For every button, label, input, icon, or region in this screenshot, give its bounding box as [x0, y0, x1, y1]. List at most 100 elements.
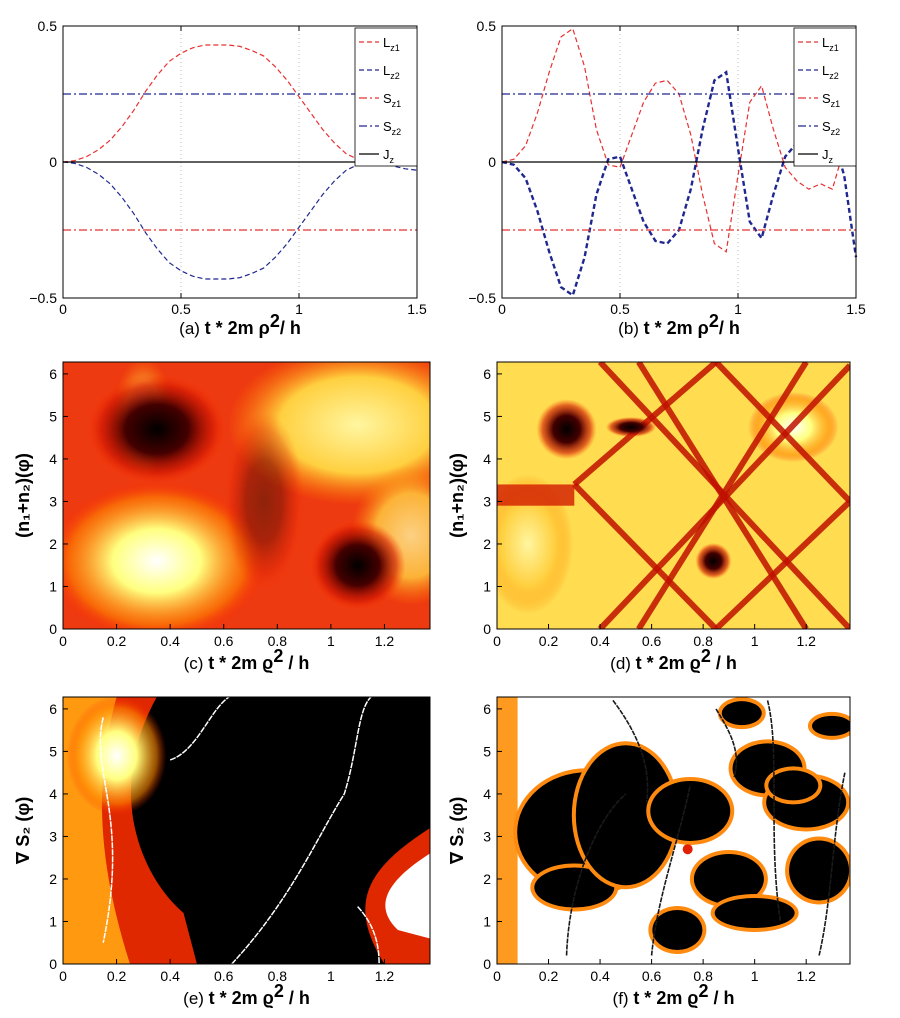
y-tick-label: 1 [483, 913, 491, 929]
phase-line [231, 697, 372, 964]
x-tick-label: 0.5 [610, 301, 630, 317]
y-tick-label: 6 [483, 701, 491, 717]
y-axis-label-c: (n₁+n₂)(φ) [13, 453, 33, 538]
heat-ridge [713, 499, 850, 629]
heat-blob [66, 697, 167, 816]
y-tick-label: 5 [49, 408, 57, 424]
x-axis-caption-d: (d) t * 2m ϱ2 / h [610, 646, 737, 673]
heat-blob [309, 520, 406, 611]
y-tick-label: 3 [483, 828, 491, 844]
phase-line [565, 793, 627, 956]
y-tick-label: 0.5 [477, 18, 497, 34]
heat-blob [497, 473, 573, 614]
x-tick-label: 0.6 [642, 633, 662, 649]
phase-line [169, 697, 230, 761]
y-tick-label: 1 [49, 578, 57, 594]
x-axis-caption-f: (f) t * 2m ϱ2 / h [613, 981, 735, 1008]
heat-blob [605, 417, 656, 438]
y-axis-label-e: ∇ S₂ (φ) [13, 797, 33, 864]
heatmap-e [63, 697, 430, 964]
axes-frame-d [496, 361, 851, 630]
x-tick-label: 0.6 [214, 968, 234, 984]
heatmap-c [63, 362, 430, 629]
phase-line [818, 772, 846, 956]
x-tick-label: 1.2 [796, 633, 816, 649]
heat-blob [536, 399, 597, 460]
x-tick-label: 0.2 [539, 633, 559, 649]
x-tick-label: 0.6 [642, 968, 662, 984]
x-tick-label: 0.8 [268, 968, 288, 984]
heat-blob [575, 745, 676, 886]
heat-blob [223, 411, 304, 592]
x-tick-label: 0.4 [160, 968, 180, 984]
legend-entry-lz2: Lz2 [383, 63, 400, 81]
legend-entry-lz1: Lz1 [822, 35, 839, 53]
y-tick-label: 2 [483, 871, 491, 887]
legend-box-b [793, 27, 857, 167]
heat-blob [86, 374, 227, 485]
heatmap-f [497, 697, 850, 964]
axes-frame-e [62, 696, 431, 965]
x-tick-label: 1.2 [796, 968, 816, 984]
y-tick-label: 6 [49, 366, 57, 382]
legend-entry-sz1: Sz1 [383, 91, 401, 109]
phase-line [650, 785, 692, 956]
legend-entry-sz2: Sz2 [822, 119, 840, 137]
x-tick-label: 0.4 [160, 633, 180, 649]
heat-blob [721, 701, 762, 726]
heat-blob [714, 897, 795, 928]
heat-blob [534, 867, 615, 908]
y-tick-label: 0 [488, 154, 496, 170]
y-tick-label: −0.5 [29, 290, 57, 306]
x-tick-label: 1.5 [407, 301, 427, 317]
heat-blob [650, 780, 731, 841]
axes-frame-f [496, 696, 851, 965]
phase-line [612, 699, 649, 803]
y-tick-label: 1 [483, 578, 491, 594]
heat-blob [768, 770, 819, 801]
y-tick-label: 3 [49, 828, 57, 844]
x-tick-label: 0.2 [107, 633, 127, 649]
heatmap-d [497, 362, 850, 629]
y-tick-label: 3 [483, 493, 491, 509]
heat-blob [652, 909, 703, 950]
x-tick-label: 0.6 [214, 633, 234, 649]
legend-box-a [354, 27, 418, 167]
y-tick-label: 1 [49, 913, 57, 929]
heat-blob [682, 844, 693, 855]
legend-entry-jz: Jz [822, 147, 834, 165]
y-tick-label: 2 [483, 536, 491, 552]
y-tick-label: 0 [483, 621, 491, 637]
heat-blob [693, 853, 764, 904]
heat-ridge [636, 362, 809, 629]
y-tick-label: 4 [483, 451, 491, 467]
x-tick-label: 1.2 [375, 968, 395, 984]
heat-blob [695, 542, 732, 579]
x-tick-label: 1 [751, 633, 759, 649]
x-tick-label: 0 [498, 301, 506, 317]
y-tick-label: 3 [49, 493, 57, 509]
legend-entry-jz: Jz [383, 147, 395, 165]
x-tick-label: 0.8 [693, 968, 713, 984]
x-tick-label: 1 [295, 301, 303, 317]
heat-blob [63, 480, 267, 629]
x-tick-label: 0.5 [171, 301, 191, 317]
x-tick-label: 0.4 [590, 633, 610, 649]
y-tick-label: 4 [49, 786, 57, 802]
y-tick-label: −0.5 [468, 290, 496, 306]
x-tick-label: 1 [734, 301, 742, 317]
y-axis-label-f: ∇ S₂ (φ) [447, 797, 467, 864]
heat-blob [811, 715, 850, 736]
y-tick-label: 0.5 [38, 18, 58, 34]
phase-line [357, 906, 380, 964]
y-tick-label: 0 [483, 956, 491, 972]
heat-ridge [713, 362, 850, 504]
y-tick-label: 5 [483, 408, 491, 424]
heat-ridge [497, 484, 575, 506]
x-tick-label: 0 [59, 301, 67, 317]
y-tick-label: 6 [483, 366, 491, 382]
x-tick-label: 0 [493, 633, 501, 649]
axes-frame-c [62, 361, 431, 630]
y-tick-label: 0 [49, 621, 57, 637]
legend-entry-lz1: Lz1 [383, 35, 400, 53]
